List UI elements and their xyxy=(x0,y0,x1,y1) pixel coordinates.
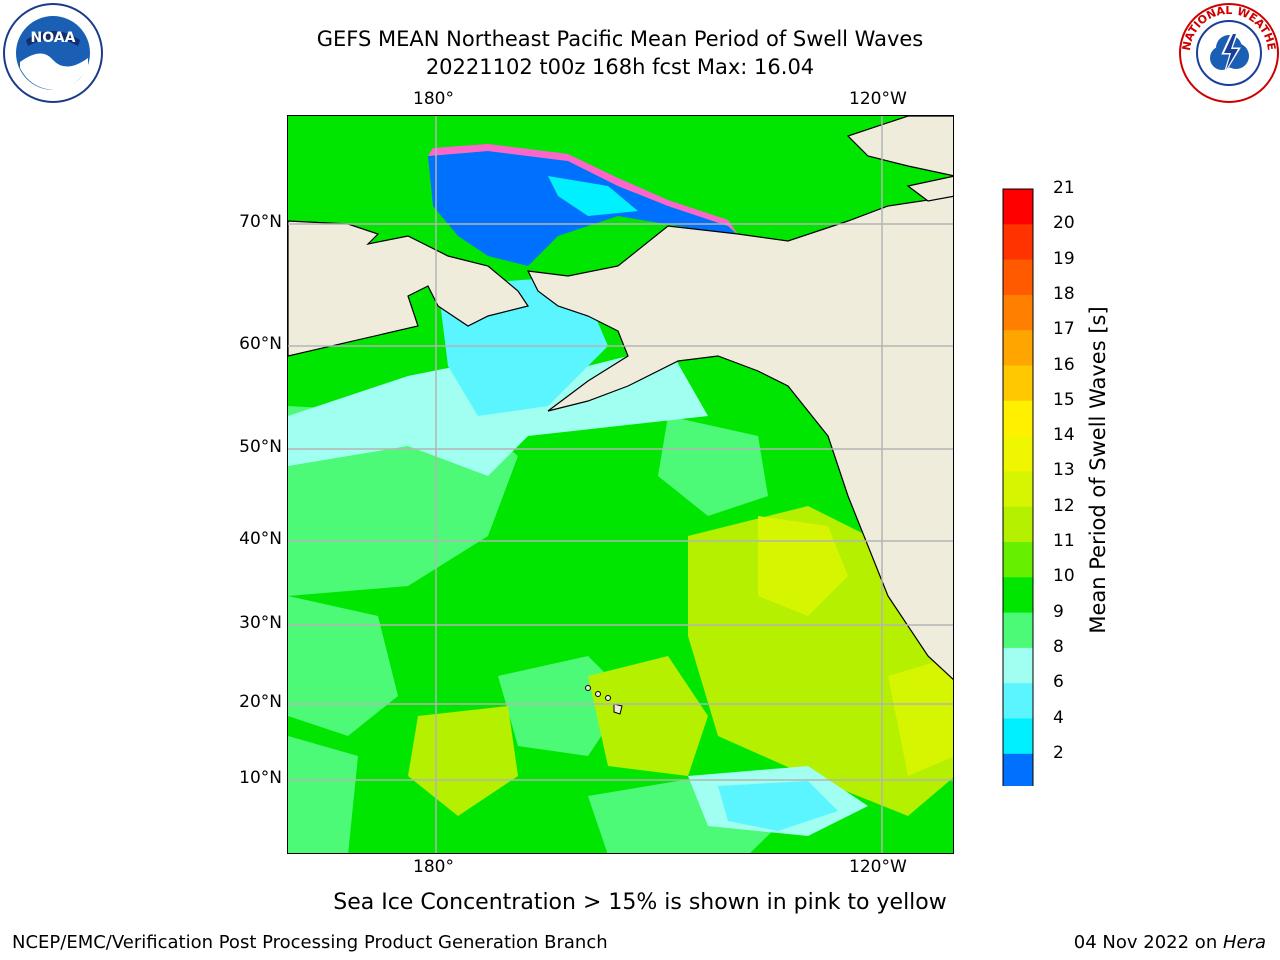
lat-label-20n: 20°N xyxy=(239,692,282,712)
colorbar-tick-label: 19 xyxy=(1053,248,1075,269)
colorbar-swatch xyxy=(1003,436,1033,472)
chart-title: GEFS MEAN Northeast Pacific Mean Period … xyxy=(316,27,924,51)
colorbar-swatch xyxy=(1003,577,1033,614)
colorbar-swatches xyxy=(1002,188,1034,819)
colorbar-tick-label: 18 xyxy=(1053,283,1075,304)
colorbar-swatch xyxy=(1003,506,1033,543)
lat-label-30n: 30°N xyxy=(239,613,282,633)
lat-label-40n: 40°N xyxy=(239,529,282,549)
lon-label-bottom-180: 180° xyxy=(413,857,454,877)
colorbar-swatch xyxy=(1003,224,1033,261)
lat-label-60n: 60°N xyxy=(239,334,282,354)
footer-credit: NCEP/EMC/Verification Post Processing Pr… xyxy=(12,932,608,953)
colorbar-swatch xyxy=(1003,330,1033,366)
colorbar-tick-label: 10 xyxy=(1053,566,1075,587)
graticule xyxy=(288,116,953,853)
colorbar-tick-label: 16 xyxy=(1053,354,1075,375)
lat-label-10n: 10°N xyxy=(239,768,282,788)
colorbar-tick-label: 6 xyxy=(1053,672,1064,693)
colorbar-swatch xyxy=(1003,683,1033,719)
lon-label-bottom-120w: 120°W xyxy=(849,857,907,877)
svg-text:NOAA: NOAA xyxy=(31,30,76,46)
footer-date: 04 Nov 2022 on Hera xyxy=(1074,932,1266,953)
swell-period-map xyxy=(288,116,953,853)
lon-label-top-120w: 120°W xyxy=(849,89,907,109)
sea-ice-caption: Sea Ice Concentration > 15% is shown in … xyxy=(333,890,947,915)
colorbar-swatch xyxy=(1003,753,1033,790)
colorbar-swatch xyxy=(1003,542,1033,578)
arctic-low-period xyxy=(428,144,738,266)
colorbar-swatch xyxy=(1003,471,1033,508)
colorbar-tick-label: 13 xyxy=(1053,460,1075,481)
colorbar-swatch xyxy=(1003,294,1033,331)
colorbar-tick-label: 14 xyxy=(1053,425,1075,446)
footer-date-text: 04 Nov 2022 on xyxy=(1073,932,1223,953)
lat-label-70n: 70°N xyxy=(239,212,282,232)
colorbar-tick-label: 17 xyxy=(1053,319,1075,340)
colorbar-tick-label: 11 xyxy=(1053,531,1075,551)
map-panel xyxy=(287,115,954,854)
colorbar-swatch xyxy=(1003,612,1033,649)
colorbar-tick-label: 9 xyxy=(1053,601,1064,622)
colorbar xyxy=(1000,186,1040,819)
lat-label-50n: 50°N xyxy=(239,437,282,457)
colorbar-tick-label: 2 xyxy=(1053,742,1064,763)
colorbar-tick-label: 21 xyxy=(1053,178,1075,198)
colorbar-tick-label: 4 xyxy=(1053,707,1064,728)
lon-label-top-180: 180° xyxy=(413,89,454,109)
hawaii-islands xyxy=(585,685,623,715)
colorbar-tick-label: 12 xyxy=(1053,495,1075,516)
colorbar-tick-label: 15 xyxy=(1053,389,1075,410)
colorbar-swatch xyxy=(1003,718,1033,755)
footer-host: Hera xyxy=(1222,932,1266,953)
colorbar-swatch xyxy=(1003,365,1033,402)
colorbar-swatch xyxy=(1003,259,1033,296)
colorbar-swatch xyxy=(1003,647,1033,684)
noaa-logo: NOAA xyxy=(2,2,104,108)
colorbar-tick-label: 20 xyxy=(1053,213,1075,234)
chart-subtitle: 20221102 t00z 168h fcst Max: 16.04 xyxy=(425,55,815,79)
colorbar-swatch xyxy=(1003,400,1033,437)
colorbar-tick-label: 8 xyxy=(1053,636,1064,657)
colorbar-title: Mean Period of Swell Waves [s] xyxy=(1086,306,1110,634)
nws-logo: NATIONAL WEATHER SERVICE xyxy=(1174,0,1280,108)
land-masses xyxy=(288,116,953,680)
colorbar-swatch xyxy=(1003,189,1033,225)
